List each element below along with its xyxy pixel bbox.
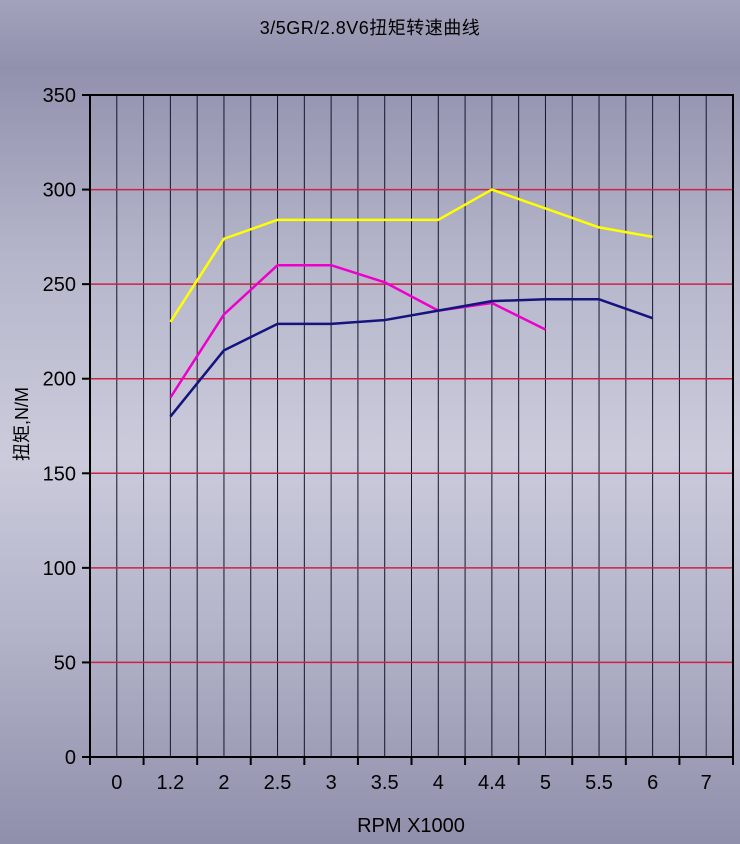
y-tick-label: 150 [43,463,76,485]
torque-curve-magenta [169,263,547,399]
x-axis-title: RPM X1000 [357,815,465,837]
x-tick-label: 3 [326,772,337,794]
x-tick-label: 7 [701,772,712,794]
x-tick-label: 5.5 [585,772,613,794]
torque-curve-yellow [169,188,653,323]
x-tick-label: 6 [647,772,658,794]
x-tick-label: 2 [218,772,229,794]
x-tick-label: 4.4 [478,772,506,794]
x-tick-label: 2.5 [264,772,292,794]
x-tick-label: 5 [540,772,551,794]
x-tick-label: 1.2 [156,772,184,794]
x-tick-label: 0 [111,772,122,794]
x-tick-label: 3.5 [371,772,399,794]
y-tick-label: 200 [43,369,76,391]
y-tick-label: 350 [43,85,76,107]
torque-curve-navy [169,298,654,418]
y-tick-label: 250 [43,274,76,296]
x-tick-label: 4 [433,772,444,794]
y-tick-label: 300 [43,180,76,202]
y-tick-label: 50 [54,652,76,674]
y-tick-label: 100 [43,558,76,580]
y-tick-label: 0 [65,747,76,769]
chart-title: 3/5GR/2.8V6扭矩转速曲线 [259,18,481,38]
